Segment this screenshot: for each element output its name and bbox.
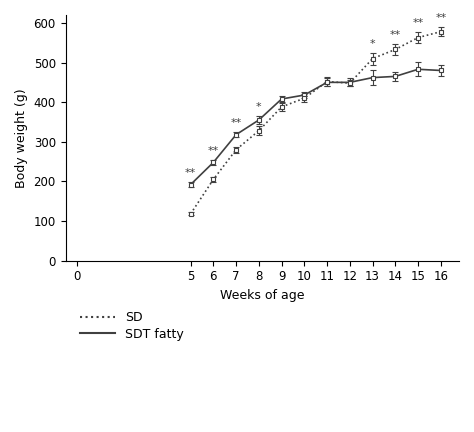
Text: *: * [370,39,375,49]
X-axis label: Weeks of age: Weeks of age [220,289,304,302]
Text: *: * [256,102,262,112]
Text: **: ** [390,29,401,40]
Y-axis label: Body weight (g): Body weight (g) [15,88,28,187]
Text: **: ** [185,168,196,178]
Legend: SD, SDT fatty: SD, SDT fatty [80,311,183,341]
Text: **: ** [435,13,447,23]
Text: **: ** [412,19,424,29]
Text: **: ** [208,146,219,156]
Text: **: ** [230,118,242,128]
